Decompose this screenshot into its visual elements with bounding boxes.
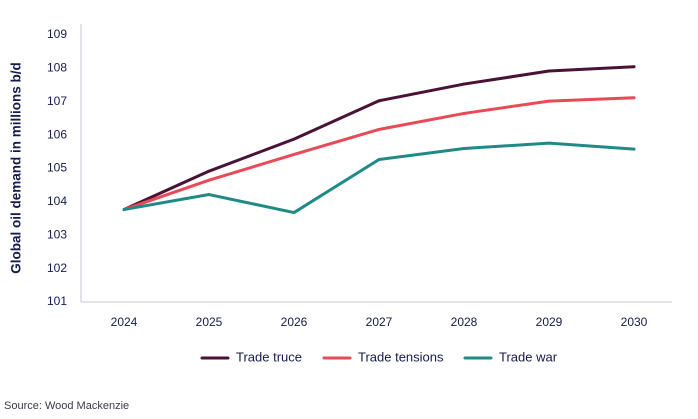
y-tick-label: 102 [47,261,67,275]
data-point-trade-war [292,211,296,214]
x-tick-label: 2028 [451,315,478,329]
series-line-trade-tensions [122,96,636,212]
y-tick-label: 109 [47,27,67,41]
y-tick-label: 107 [47,94,67,108]
legend-label-trade-truce: Trade truce [236,349,302,364]
source-note: Source: Wood Mackenzie [4,400,130,412]
data-point-trade-truce [632,65,636,69]
y-axis-title-group: Global oil demand in millions b/d [9,62,24,274]
data-point-trade-tensions [207,178,211,182]
data-point-trade-truce [462,82,466,86]
legend-label-trade-tensions: Trade tensions [358,349,444,364]
y-tick-label: 101 [47,294,67,308]
series-line-trade-war [122,141,636,215]
x-tick-label: 2026 [281,315,308,329]
y-axis-title: Global oil demand in millions b/d [9,62,24,274]
data-point-trade-tensions [547,99,551,103]
y-tick-label: 108 [47,61,67,75]
series-line-trade-truce [122,65,636,212]
data-point-trade-war [462,147,466,150]
y-tick-label: 103 [47,227,67,241]
data-point-trade-war [632,147,636,151]
data-point-trade-war [207,193,211,196]
data-point-trade-war [377,158,381,161]
data-point-trade-truce [547,69,551,73]
data-point-trade-tensions [462,112,466,115]
data-point-trade-truce [207,169,211,173]
series-lines [122,65,636,215]
x-tick-label: 2024 [111,315,138,329]
data-point-trade-war [547,141,551,145]
y-tick-label: 104 [47,194,67,208]
x-tick-label: 2027 [366,315,393,329]
data-point-trade-truce [292,137,296,141]
data-point-trade-tensions [377,128,381,131]
legend-label-trade-war: Trade war [499,349,558,364]
x-ticks: 2024 2025 2026 2027 2028 2029 2030 [111,315,648,329]
data-point-trade-tensions [292,153,296,156]
legend: Trade truce Trade tensions Trade war [200,349,558,364]
y-ticks: 101 102 103 104 105 106 107 108 109 [47,27,67,308]
y-tick-label: 106 [47,127,67,141]
x-tick-label: 2029 [536,315,563,329]
data-point-trade-truce [377,99,381,103]
x-tick-label: 2030 [621,315,648,329]
x-tick-label: 2025 [196,315,223,329]
y-tick-label: 105 [47,161,67,175]
data-point-trade-tensions [632,96,636,100]
data-point-trade-war [122,208,126,211]
